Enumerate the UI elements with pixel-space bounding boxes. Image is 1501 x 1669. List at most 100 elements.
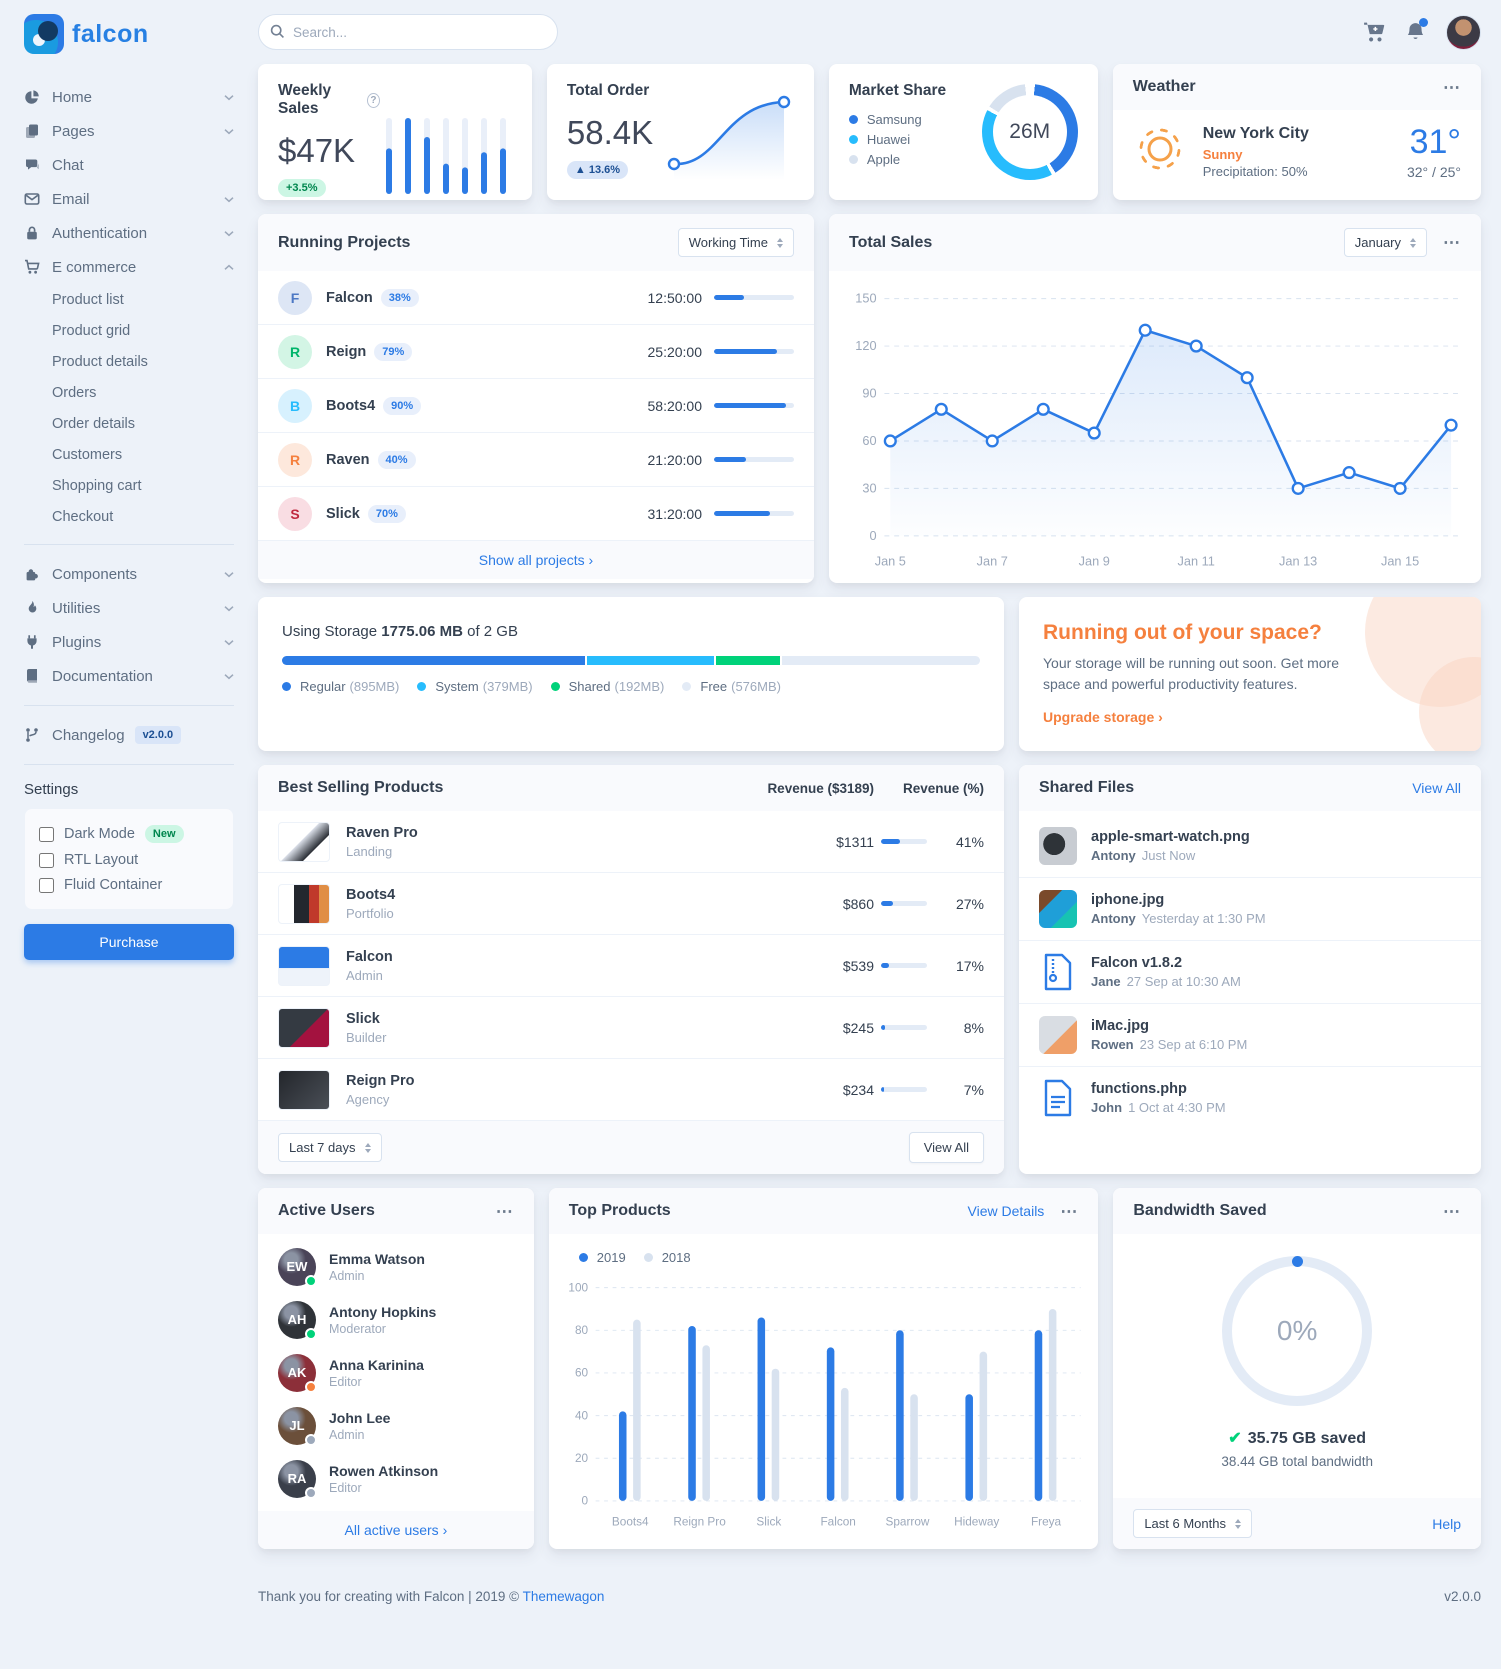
setting-option-fluid-container[interactable]: Fluid Container xyxy=(39,877,219,893)
checkbox[interactable] xyxy=(39,826,54,842)
chevron-down-icon xyxy=(224,673,234,680)
sidebar-item-changelog[interactable]: Changelog v2.0.0 xyxy=(24,718,234,752)
working-time-select[interactable]: Working Time xyxy=(677,228,794,257)
user-name: John Lee xyxy=(329,1409,391,1426)
space-body: Your storage will be running out soon. G… xyxy=(1043,655,1339,692)
cart-icon xyxy=(24,259,40,275)
project-row[interactable]: R Reign 79% 25:20:00 xyxy=(258,325,814,379)
product-row[interactable]: Falcon Admin $539 17% xyxy=(258,935,1004,997)
file-row[interactable]: apple-smart-watch.png Antony Just Now xyxy=(1019,815,1481,877)
market-share-legend: Samsung Huawei Apple xyxy=(848,112,982,167)
search-input[interactable] xyxy=(258,14,558,50)
project-row[interactable]: S Slick 70% 31:20:00 xyxy=(258,487,814,541)
user-row[interactable]: EW Emma Watson Admin xyxy=(258,1240,534,1293)
project-progress-bar xyxy=(714,295,794,300)
sidebar-item-utilities[interactable]: Utilities xyxy=(24,591,234,625)
legend-dot xyxy=(417,682,427,691)
sidebar-subitem-product-details[interactable]: Product details xyxy=(52,353,148,370)
sidebar-item-chat[interactable]: Chat xyxy=(24,148,234,182)
show-all-projects-link[interactable]: Show all projects › xyxy=(258,541,814,579)
legend-dot xyxy=(550,682,560,691)
pages-icon xyxy=(24,123,40,139)
sidebar-item-plugins[interactable]: Plugins xyxy=(24,625,234,659)
setting-option-dark-mode[interactable]: Dark Mode New xyxy=(39,825,219,843)
sidebar-subitem-customers[interactable]: Customers xyxy=(52,446,123,463)
user-row[interactable]: AK Anna Karinina Editor xyxy=(258,1346,534,1399)
view-all-button[interactable]: View All xyxy=(908,1132,984,1163)
shared-files-list: apple-smart-watch.png Antony Just Now iphon… xyxy=(1019,811,1481,1137)
user-row[interactable]: AH Antony Hopkins Moderator xyxy=(258,1293,534,1346)
sidebar-item-e-commerce[interactable]: E commerce xyxy=(24,250,234,284)
checkbox[interactable] xyxy=(39,877,54,893)
project-row[interactable]: R Raven 40% 21:20:00 xyxy=(258,433,814,487)
file-row[interactable]: Falcon v1.8.2 Jane 27 Sep at 10:30 AM xyxy=(1019,940,1481,1003)
file-row[interactable]: iphone.jpg Antony Yesterday at 1:30 PM xyxy=(1019,877,1481,940)
divider xyxy=(24,544,234,545)
files-view-all-link[interactable]: View All xyxy=(1412,780,1461,796)
sidebar-item-home[interactable]: Home xyxy=(24,80,234,114)
themewagon-link[interactable]: Themewagon xyxy=(522,1589,605,1604)
help-link[interactable]: Help xyxy=(1432,1515,1461,1532)
file-row[interactable]: iMac.jpg Rowen 23 Sep at 6:10 PM xyxy=(1019,1003,1481,1066)
sidebar-subitem-product-list[interactable]: Product list xyxy=(52,291,124,308)
sidebar-item-authentication[interactable]: Authentication xyxy=(24,216,234,250)
last-7-days-select[interactable]: Last 7 days xyxy=(278,1133,382,1162)
fire-icon xyxy=(24,600,40,616)
space-title: Running out of your space? xyxy=(1043,621,1322,644)
total-order-value: 58.4K xyxy=(566,114,654,151)
sidebar-item-documentation[interactable]: Documentation xyxy=(24,659,234,693)
sidebar-subitem-checkout[interactable]: Checkout xyxy=(52,508,114,525)
legend-dot xyxy=(848,135,858,144)
bandwidth-menu-icon[interactable]: ⋯ xyxy=(1443,1201,1461,1221)
file-row[interactable]: functions.php John 1 Oct at 4:30 PM xyxy=(1019,1066,1481,1129)
purchase-button[interactable]: Purchase xyxy=(24,924,234,960)
top-products-menu-icon[interactable]: ⋯ xyxy=(1060,1201,1079,1221)
sidebar-subitem-shopping-cart[interactable]: Shopping cart xyxy=(52,477,142,494)
upgrade-storage-link[interactable]: Upgrade storage › xyxy=(1043,709,1163,725)
project-progress-badge: 40% xyxy=(377,450,416,469)
product-row[interactable]: Slick Builder $245 8% xyxy=(258,997,1004,1059)
setting-option-rtl-layout[interactable]: RTL Layout xyxy=(39,852,219,868)
help-icon[interactable]: ? xyxy=(367,92,380,108)
active-users-title: Active Users xyxy=(278,1202,375,1219)
active-users-menu-icon[interactable]: ⋯ xyxy=(495,1201,514,1221)
last-6-months-select[interactable]: Last 6 Months xyxy=(1133,1509,1252,1538)
user-row[interactable]: RA Rowen Atkinson Editor xyxy=(258,1452,534,1505)
user-role: Admin xyxy=(329,1268,365,1283)
weather-menu-icon[interactable]: ⋯ xyxy=(1443,77,1461,97)
user-row[interactable]: JL John Lee Admin xyxy=(258,1399,534,1452)
project-row[interactable]: B Boots4 90% 58:20:00 xyxy=(258,379,814,433)
svg-text:Jan 11: Jan 11 xyxy=(1178,553,1215,568)
project-row[interactable]: F Falcon 38% 12:50:00 xyxy=(258,271,814,325)
sidebar-subitem-product-grid[interactable]: Product grid xyxy=(52,322,131,339)
sidebar-subitem-orders[interactable]: Orders xyxy=(52,384,97,401)
svg-text:80: 80 xyxy=(575,1324,589,1337)
brand-logo[interactable]: falcon xyxy=(24,14,234,54)
bell-icon[interactable] xyxy=(1405,18,1428,43)
project-time: 25:20:00 xyxy=(647,343,703,360)
cart-icon[interactable] xyxy=(1363,21,1385,43)
product-row[interactable]: Reign Pro Agency $234 7% xyxy=(258,1059,1004,1121)
user-status-dot xyxy=(305,1380,317,1393)
sidebar-item-pages[interactable]: Pages xyxy=(24,114,234,148)
total-order-chart xyxy=(667,95,791,180)
user-avatar[interactable] xyxy=(1446,14,1481,50)
product-row[interactable]: Boots4 Portfolio $860 27% xyxy=(258,873,1004,935)
sidebar-item-email[interactable]: Email xyxy=(24,182,234,216)
top-products-chart: 0 20 40 60 80 100 Boots4 Reign Pro Slick Falcon Sp… xyxy=(568,1281,1081,1528)
legend-item-huawei: Huawei xyxy=(848,132,982,147)
active-users-list: EW Emma Watson Admin AH Antony Hopkins Modera… xyxy=(258,1234,534,1511)
sidebar-item-label: Chat xyxy=(52,156,84,174)
all-active-users-link[interactable]: All active users › xyxy=(258,1511,534,1549)
legend-label: System xyxy=(435,679,479,694)
checkbox[interactable] xyxy=(39,852,54,868)
product-row[interactable]: Raven Pro Landing $1311 41% xyxy=(258,811,1004,873)
setting-label: RTL Layout xyxy=(64,852,139,868)
view-details-link[interactable]: View Details xyxy=(967,1203,1045,1219)
sidebar-subitem-order-details[interactable]: Order details xyxy=(52,415,136,432)
products-files-row: Best Selling Products Revenue ($3189) Re… xyxy=(258,765,1481,1174)
total-sales-menu-icon[interactable]: ⋯ xyxy=(1443,233,1461,252)
sidebar-item-components[interactable]: Components xyxy=(24,557,234,591)
product-thumbnail xyxy=(278,883,330,924)
month-select[interactable]: January xyxy=(1343,228,1427,257)
